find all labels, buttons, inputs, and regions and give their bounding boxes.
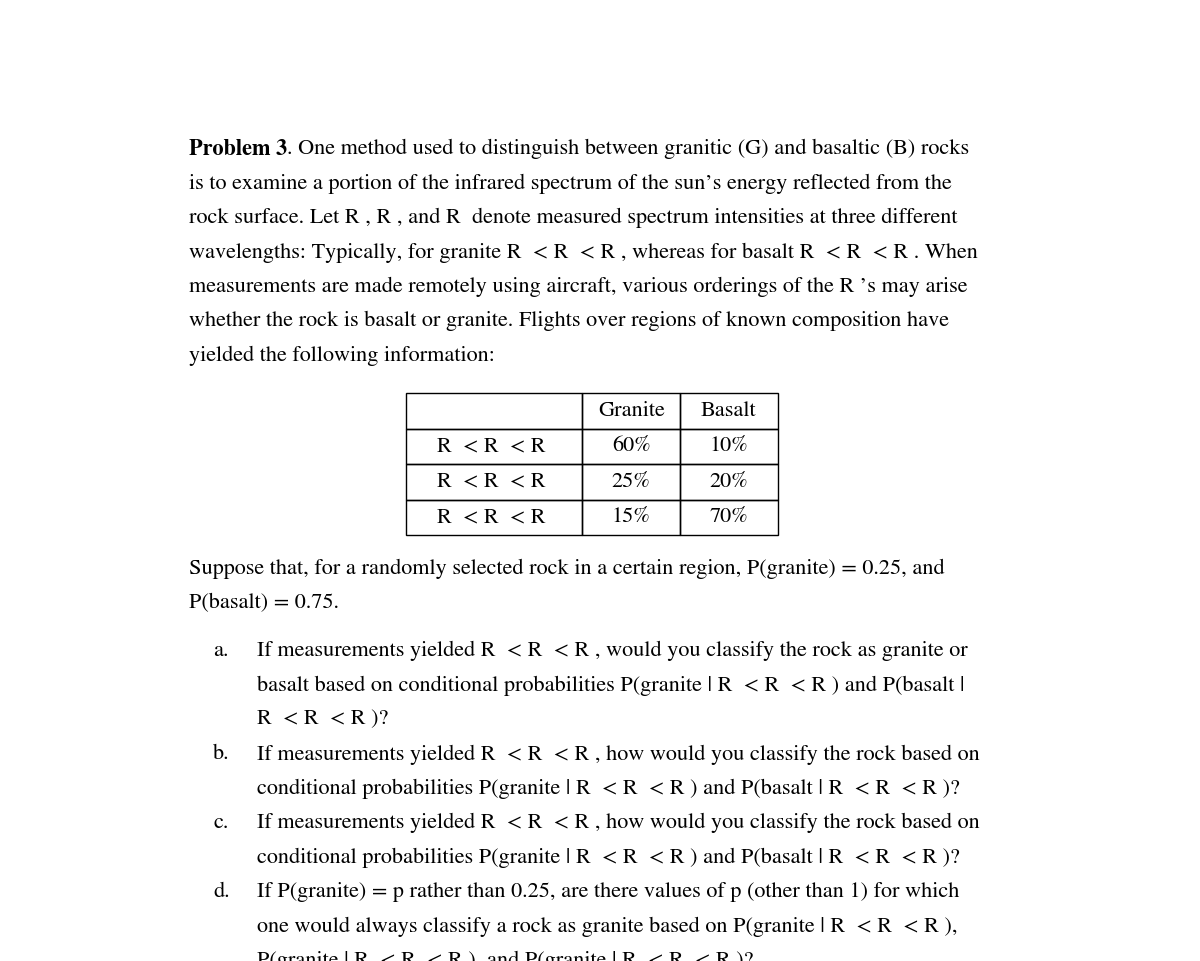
Text: b.: b. [214, 744, 230, 764]
Text: basalt based on conditional probabilities P(granite | R₁ < R₂ < R₃) and P(basalt: basalt based on conditional probabilitie… [257, 676, 965, 696]
Text: measurements are made remotely using aircraft, various orderings of the Rᵢ’s may: measurements are made remotely using air… [190, 277, 967, 297]
Text: If measurements yielded R₃ < R₁ < R₂, how would you classify the rock based on: If measurements yielded R₃ < R₁ < R₂, ho… [257, 813, 979, 833]
Text: d.: d. [214, 882, 230, 901]
Bar [406, 429, 582, 464]
Text: 20%: 20% [709, 472, 749, 492]
Text: 25%: 25% [612, 472, 650, 492]
Text: R₁ < R₂ < R₃)?: R₁ < R₂ < R₃)? [257, 710, 389, 729]
Text: conditional probabilities P(granite | R₁ < R₃ < R₂) and P(basalt | R₁ < R₃ < R₂): conditional probabilities P(granite | R₁… [257, 778, 960, 799]
Text: . One method used to distinguish between granitic (G) and basaltic (B) rocks: . One method used to distinguish between… [287, 139, 970, 160]
Text: yielded the following information:: yielded the following information: [190, 345, 494, 366]
Bar [680, 464, 778, 500]
Text: Basalt: Basalt [701, 401, 757, 421]
Text: 10%: 10% [709, 436, 749, 456]
Text: If P(granite) = p rather than 0.25, are there values of p (other than 1) for whi: If P(granite) = p rather than 0.25, are … [257, 882, 959, 902]
Text: If measurements yielded R₁ < R₂ < R₃, would you classify the rock as granite or: If measurements yielded R₁ < R₂ < R₃, wo… [257, 641, 967, 661]
Bar [406, 393, 582, 429]
Text: c.: c. [214, 813, 229, 833]
Text: P(granite | R₁ < R₃ < R₂), and P(granite | R₃ < R₁ < R₂)?: P(granite | R₁ < R₃ < R₂), and P(granite… [257, 950, 754, 961]
Bar [406, 500, 582, 535]
Bar [406, 464, 582, 500]
Text: If measurements yielded R₁ < R₃ < R₂, how would you classify the rock based on: If measurements yielded R₁ < R₃ < R₂, ho… [257, 744, 979, 765]
Text: wavelengths: Typically, for granite R₁ < R₂ < R₃, whereas for basalt R₃ < R₁ < R: wavelengths: Typically, for granite R₁ <… [190, 242, 978, 262]
Text: Suppose that, for a randomly selected rock in a certain region, P(granite) = 0.2: Suppose that, for a randomly selected ro… [190, 559, 944, 579]
Text: Granite: Granite [598, 401, 665, 421]
Text: Problem 3: Problem 3 [190, 139, 287, 160]
Text: 60%: 60% [612, 436, 650, 456]
Text: R₁ < R₂ < R₃: R₁ < R₂ < R₃ [437, 436, 551, 456]
Text: 15%: 15% [612, 507, 650, 528]
Text: one would always classify a rock as granite based on P(granite | R₁ < R₂ < R₃),: one would always classify a rock as gran… [257, 917, 958, 937]
Text: 70%: 70% [709, 507, 749, 528]
Text: R₁ < R₃ < R₂: R₁ < R₃ < R₂ [437, 472, 551, 492]
Text: a.: a. [214, 641, 229, 661]
Bar [680, 393, 778, 429]
Bar [680, 500, 778, 535]
Bar [582, 429, 680, 464]
Text: is to examine a portion of the infrared spectrum of the sun’s energy reflected f: is to examine a portion of the infrared … [190, 173, 952, 194]
Text: R₃ < R₁ < R₂: R₃ < R₁ < R₂ [437, 507, 551, 528]
Bar [680, 429, 778, 464]
Bar [582, 500, 680, 535]
Text: P(basalt) = 0.75.: P(basalt) = 0.75. [190, 593, 340, 613]
Text: whether the rock is basalt or granite. Flights over regions of known composition: whether the rock is basalt or granite. F… [190, 311, 949, 332]
Bar [582, 464, 680, 500]
Text: conditional probabilities P(granite | R₃ < R₁ < R₂) and P(basalt | R₃ < R₁ < R₂): conditional probabilities P(granite | R₃… [257, 848, 960, 868]
Text: rock surface. Let R₁, R₂, and R₃ denote measured spectrum intensities at three d: rock surface. Let R₁, R₂, and R₃ denote … [190, 208, 958, 228]
Bar [582, 393, 680, 429]
